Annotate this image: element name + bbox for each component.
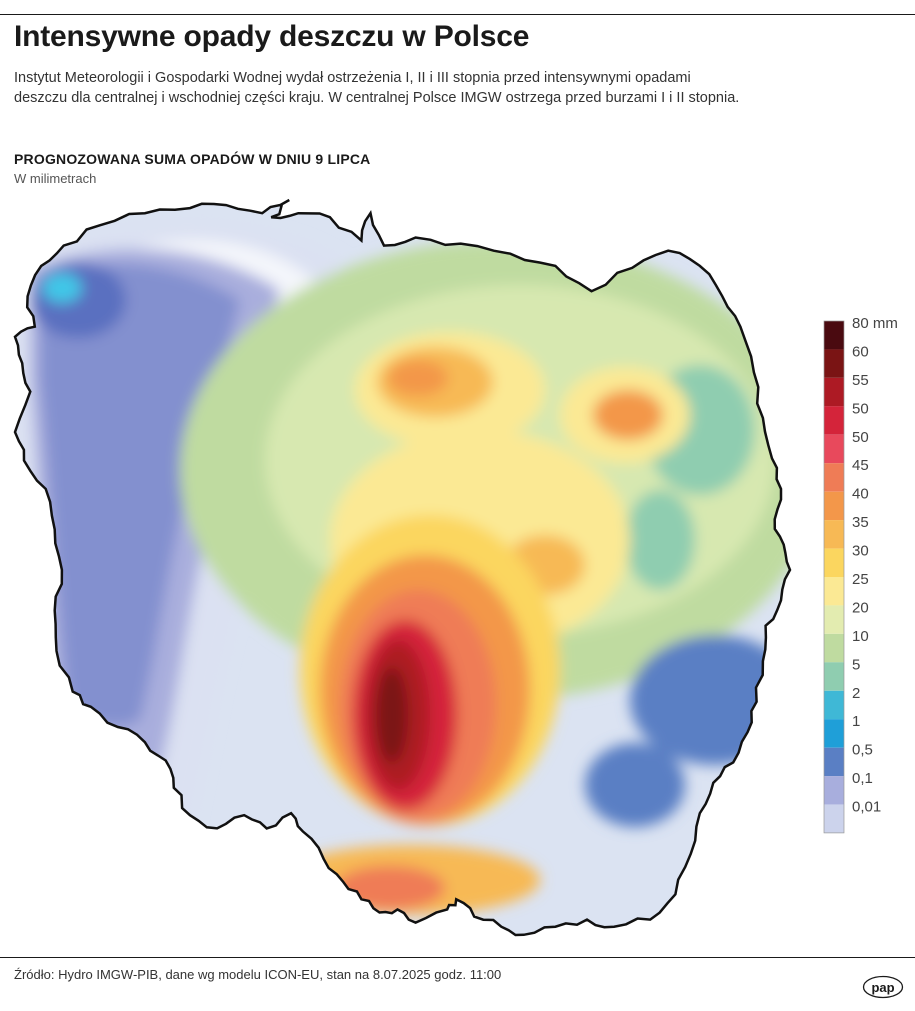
svg-text:0,01: 0,01 [852, 799, 881, 816]
svg-text:0,5: 0,5 [852, 742, 873, 759]
svg-text:30: 30 [852, 543, 869, 560]
svg-text:80 mm: 80 mm [852, 315, 898, 332]
svg-text:35: 35 [852, 514, 869, 531]
svg-text:50: 50 [852, 429, 869, 446]
svg-text:0,1: 0,1 [852, 770, 873, 787]
svg-text:1: 1 [852, 713, 860, 730]
svg-text:45: 45 [852, 457, 869, 474]
svg-text:25: 25 [852, 571, 869, 588]
svg-text:60: 60 [852, 343, 869, 360]
svg-text:5: 5 [852, 656, 860, 673]
svg-text:55: 55 [852, 372, 869, 389]
svg-text:pap: pap [871, 980, 894, 995]
svg-text:50: 50 [852, 400, 869, 417]
svg-text:10: 10 [852, 628, 869, 645]
svg-text:20: 20 [852, 599, 869, 616]
svg-text:40: 40 [852, 486, 869, 503]
svg-text:2: 2 [852, 685, 860, 702]
